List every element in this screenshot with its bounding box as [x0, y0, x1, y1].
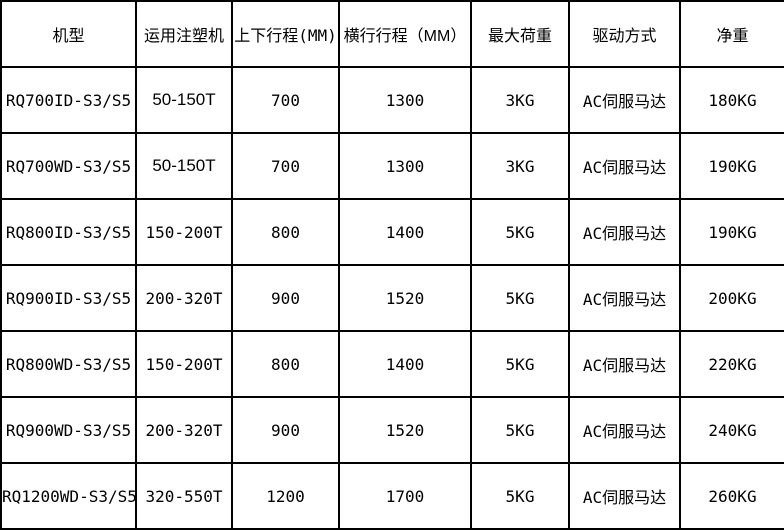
table-cell: 190KG: [679, 198, 784, 266]
table-cell: 800: [231, 198, 340, 266]
table-cell: RQ1200WD-S3/S5: [0, 462, 137, 530]
table-cell: 5KG: [470, 264, 570, 332]
table-cell: 320-550T: [135, 462, 233, 530]
table-row: RQ800ID-S3/S5 150-200T 800 1400 5KG AC伺服马达 190…: [0, 198, 784, 266]
column-header: 驱动方式: [568, 0, 681, 68]
table-cell: AC伺服马达: [568, 132, 681, 200]
table-cell: 5KG: [470, 396, 570, 464]
table-row: RQ1200WD-S3/S5 320-550T 1200 1700 5KG AC伺服马达 2…: [0, 462, 784, 530]
table-cell: 1700: [338, 462, 472, 530]
table-cell: 900: [231, 396, 340, 464]
table-cell: 1300: [338, 132, 472, 200]
column-header: 机型: [0, 0, 137, 68]
table-cell: 1400: [338, 198, 472, 266]
table-cell: RQ700ID-S3/S5: [0, 66, 137, 134]
table-cell: 1200: [231, 462, 340, 530]
table-cell: 1400: [338, 330, 472, 398]
table-cell: 3KG: [470, 132, 570, 200]
table-cell: 260KG: [679, 462, 784, 530]
table-cell: 700: [231, 66, 340, 134]
table-cell: AC伺服马达: [568, 462, 681, 530]
table-cell: 700: [231, 132, 340, 200]
column-header: 横行行程（MM）: [338, 0, 472, 68]
table-cell: 1520: [338, 396, 472, 464]
table-cell: RQ900WD-S3/S5: [0, 396, 137, 464]
table-cell: AC伺服马达: [568, 198, 681, 266]
table-cell: 900: [231, 264, 340, 332]
table-cell: RQ700WD-S3/S5: [0, 132, 137, 200]
table-cell: 220KG: [679, 330, 784, 398]
table-cell: 200-320T: [135, 396, 233, 464]
spec-table-header-row: 机型 运用注塑机 上下行程(MM) 横行行程（MM） 最大荷重 驱动方式 净重: [0, 0, 784, 68]
spec-table-body: RQ700ID-S3/S5 50-150T 700 1300 3KG AC伺服马达 180K…: [0, 66, 784, 530]
column-header: 净重: [679, 0, 784, 68]
table-cell: 180KG: [679, 66, 784, 134]
table-cell: 150-200T: [135, 330, 233, 398]
table-cell: AC伺服马达: [568, 66, 681, 134]
table-cell: 50-150T: [135, 132, 233, 200]
table-row: RQ900ID-S3/S5 200-320T 900 1520 5KG AC伺服马达 200…: [0, 264, 784, 332]
table-cell: 3KG: [470, 66, 570, 134]
column-header: 最大荷重: [470, 0, 570, 68]
table-cell: 200-320T: [135, 264, 233, 332]
table-row: RQ800WD-S3/S5 150-200T 800 1400 5KG AC伺服马达 220…: [0, 330, 784, 398]
table-cell: AC伺服马达: [568, 396, 681, 464]
table-cell: AC伺服马达: [568, 264, 681, 332]
table-cell: 200KG: [679, 264, 784, 332]
spec-table-head: 机型 运用注塑机 上下行程(MM) 横行行程（MM） 最大荷重 驱动方式 净重: [0, 0, 784, 68]
table-cell: 240KG: [679, 396, 784, 464]
table-cell: 190KG: [679, 132, 784, 200]
table-row: RQ700ID-S3/S5 50-150T 700 1300 3KG AC伺服马达 180K…: [0, 66, 784, 134]
table-cell: 1520: [338, 264, 472, 332]
table-cell: 5KG: [470, 198, 570, 266]
table-cell: RQ800ID-S3/S5: [0, 198, 137, 266]
table-cell: RQ900ID-S3/S5: [0, 264, 137, 332]
table-cell: 50-150T: [135, 66, 233, 134]
table-row: RQ900WD-S3/S5 200-320T 900 1520 5KG AC伺服马达 240…: [0, 396, 784, 464]
table-row: RQ700WD-S3/S5 50-150T 700 1300 3KG AC伺服马达 190K…: [0, 132, 784, 200]
table-cell: RQ800WD-S3/S5: [0, 330, 137, 398]
table-cell: 800: [231, 330, 340, 398]
column-header: 运用注塑机: [135, 0, 233, 68]
column-header: 上下行程(MM): [231, 0, 340, 68]
table-cell: 5KG: [470, 462, 570, 530]
table-cell: AC伺服马达: [568, 330, 681, 398]
table-cell: 5KG: [470, 330, 570, 398]
table-cell: 150-200T: [135, 198, 233, 266]
table-cell: 1300: [338, 66, 472, 134]
